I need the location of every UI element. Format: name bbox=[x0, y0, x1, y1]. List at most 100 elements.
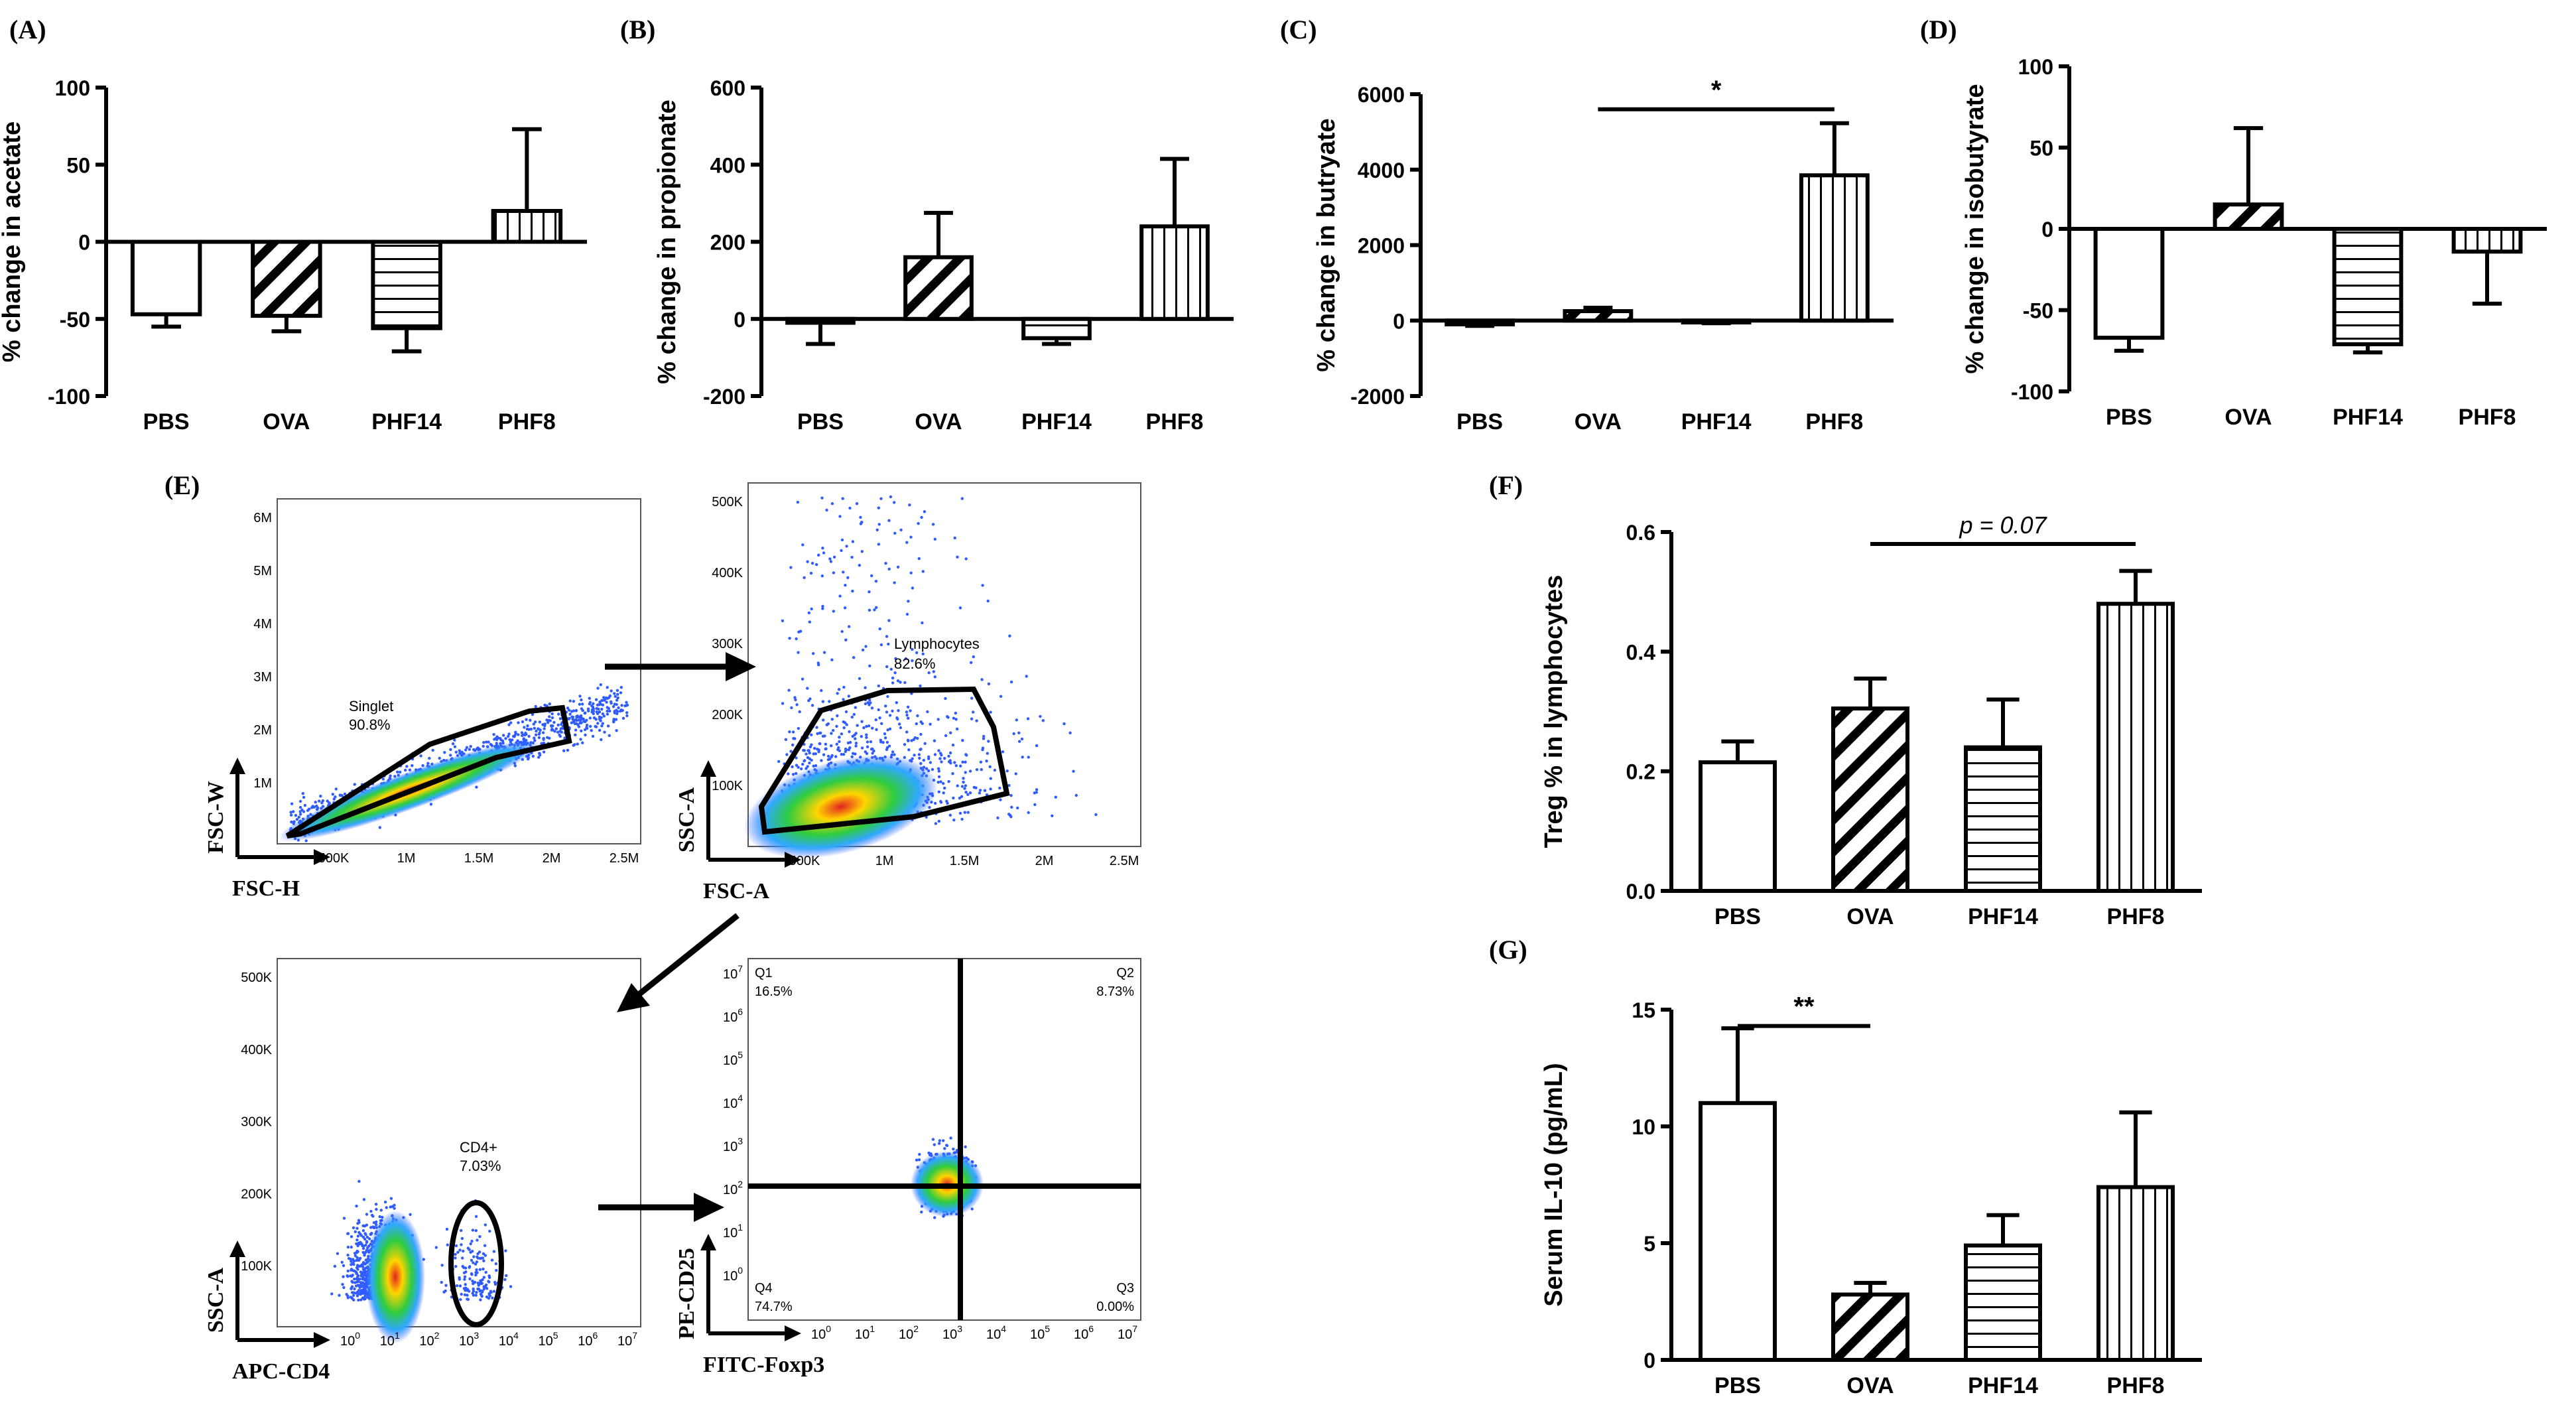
x-tick-label-phf14: PHF14 bbox=[1968, 1373, 2038, 1398]
bar-phf14 bbox=[2332, 227, 2404, 346]
event-dot bbox=[970, 717, 974, 720]
y-tick-label: 300K bbox=[712, 637, 743, 651]
event-dot bbox=[949, 731, 952, 734]
event-dot bbox=[314, 801, 317, 804]
event-dot bbox=[350, 1245, 353, 1249]
event-dot bbox=[865, 724, 868, 728]
event-dot bbox=[489, 1291, 493, 1294]
event-dot bbox=[558, 730, 562, 733]
event-dot bbox=[907, 600, 910, 603]
event-dot bbox=[817, 748, 820, 752]
event-dot bbox=[495, 742, 498, 745]
event-dot bbox=[613, 692, 616, 695]
event-dot bbox=[485, 1295, 489, 1299]
bar-phf8 bbox=[2096, 1185, 2175, 1363]
y-tick-label: 105 bbox=[723, 1049, 743, 1068]
event-dot bbox=[475, 1271, 478, 1274]
event-dot bbox=[956, 555, 959, 559]
event-dot bbox=[980, 678, 984, 681]
event-dot bbox=[568, 699, 572, 703]
event-dot bbox=[942, 1139, 945, 1142]
event-dot bbox=[487, 740, 490, 744]
event-dot bbox=[948, 813, 952, 817]
event-dot bbox=[522, 737, 526, 740]
event-dot bbox=[808, 751, 811, 755]
event-dot bbox=[828, 700, 831, 703]
event-dot bbox=[891, 709, 894, 713]
event-dot bbox=[532, 722, 535, 726]
event-dot bbox=[821, 547, 824, 550]
event-dot bbox=[848, 506, 852, 510]
event-dot bbox=[399, 770, 402, 774]
event-dot bbox=[911, 659, 914, 663]
gate-lymphocytes bbox=[758, 686, 1010, 835]
event-dot bbox=[346, 1296, 350, 1300]
event-dot bbox=[568, 716, 571, 720]
y-tick-label: 600 bbox=[710, 76, 745, 100]
event-dot bbox=[803, 576, 806, 579]
event-dot bbox=[471, 1229, 475, 1232]
x-tick-label: 1.5M bbox=[464, 851, 493, 866]
event-dot bbox=[789, 750, 793, 753]
event-dot bbox=[1018, 740, 1021, 743]
x-tick-label-phf14: PHF14 bbox=[371, 409, 442, 435]
event-dot bbox=[546, 736, 549, 740]
event-dot bbox=[464, 1283, 467, 1286]
bar-phf14 bbox=[1021, 316, 1092, 340]
event-dot bbox=[858, 677, 862, 681]
event-dot bbox=[613, 695, 617, 699]
event-dot bbox=[860, 550, 864, 553]
event-dot bbox=[483, 1223, 487, 1227]
event-dot bbox=[794, 698, 797, 702]
event-dot bbox=[543, 703, 547, 707]
event-dot bbox=[919, 732, 923, 736]
event-dot bbox=[529, 718, 532, 722]
event-dot bbox=[526, 724, 529, 728]
y-tick-label: 100 bbox=[723, 1265, 743, 1284]
x-tick-exponent: 4 bbox=[1001, 1323, 1006, 1334]
event-dot bbox=[916, 736, 919, 740]
event-dot bbox=[933, 1143, 936, 1146]
x-tick-exponent: 3 bbox=[474, 1330, 479, 1341]
event-dot bbox=[352, 1258, 355, 1261]
event-dot bbox=[353, 1270, 357, 1273]
event-dot bbox=[354, 1292, 358, 1295]
event-dot bbox=[817, 663, 820, 667]
x-tick-label: 102 bbox=[419, 1330, 439, 1349]
event-dot bbox=[879, 497, 883, 500]
event-dot bbox=[405, 765, 409, 768]
event-dot bbox=[606, 686, 609, 689]
event-dot bbox=[517, 733, 520, 736]
event-dot bbox=[538, 752, 541, 755]
event-dot bbox=[480, 1294, 483, 1298]
y-tick-label: 400 bbox=[710, 153, 745, 177]
event-dot bbox=[346, 1274, 349, 1278]
event-dot bbox=[1035, 788, 1039, 791]
event-dot bbox=[801, 762, 805, 766]
x-tick-label: 100 bbox=[811, 1323, 831, 1342]
event-dot bbox=[480, 1290, 484, 1294]
event-dot bbox=[851, 540, 855, 543]
x-tick-label-pbs: PBS bbox=[143, 409, 190, 435]
event-dot bbox=[604, 697, 608, 701]
event-dot bbox=[319, 795, 322, 798]
event-dot bbox=[948, 751, 952, 755]
event-dot bbox=[777, 760, 781, 764]
x-tick-exponent: 7 bbox=[632, 1330, 637, 1341]
event-dot bbox=[620, 704, 623, 707]
y-tick-label: -100 bbox=[48, 385, 90, 409]
event-dot bbox=[443, 751, 446, 754]
event-dot bbox=[581, 703, 584, 706]
event-dot bbox=[584, 711, 587, 714]
event-dot bbox=[877, 506, 881, 509]
event-dot bbox=[808, 762, 811, 765]
event-dot bbox=[812, 752, 815, 756]
event-dot bbox=[354, 1284, 358, 1288]
event-dot bbox=[525, 718, 528, 721]
event-dot bbox=[951, 772, 954, 775]
event-dot bbox=[542, 736, 545, 740]
event-dot bbox=[929, 761, 933, 764]
x-axis-arrowhead bbox=[314, 1332, 330, 1348]
event-dot bbox=[482, 1287, 485, 1291]
